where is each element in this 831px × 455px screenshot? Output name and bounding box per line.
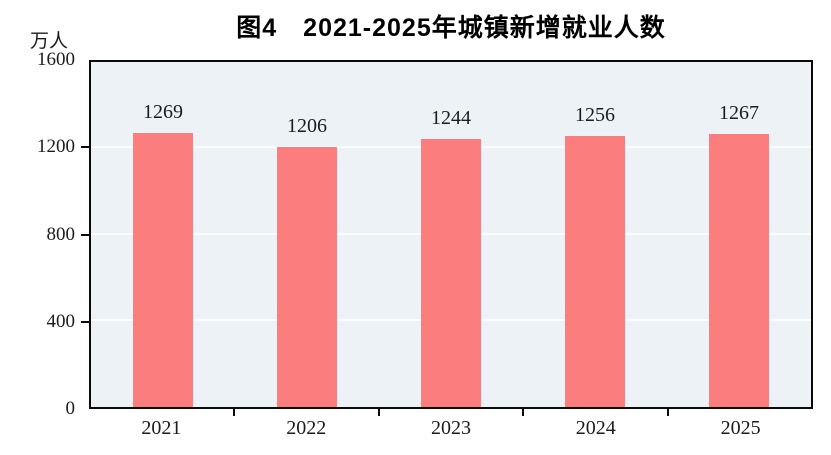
x-axis-tick	[377, 409, 380, 416]
y-axis-tick	[81, 320, 89, 323]
y-axis-tick	[81, 233, 89, 236]
bar	[421, 138, 481, 407]
y-axis-tick-label: 1200	[37, 136, 75, 158]
plot-area: 1269 1206 1244 1256 1267	[89, 60, 813, 409]
x-axis-tick	[522, 409, 525, 416]
bar-value-label: 1269	[143, 101, 183, 124]
y-axis-unit-label: 万人	[30, 31, 69, 52]
x-axis-tick	[232, 409, 235, 416]
x-axis-tick	[667, 409, 670, 416]
bar	[133, 133, 193, 407]
bar-value-label: 1256	[575, 104, 615, 127]
y-axis-tick-label: 0	[65, 398, 76, 419]
plot-region: 1269 1206 1244 1256 1267 0 400 800 1200 1600 2021…	[37, 49, 813, 439]
chart-title: 图4 2021-2025年城镇新增就业人数	[236, 14, 666, 42]
y-axis-tick-label: 1600	[37, 49, 75, 70]
y-axis-tick	[81, 146, 89, 149]
x-axis-tick-label: 2022	[286, 417, 327, 439]
bar-value-label: 1267	[719, 101, 759, 124]
x-axis-tick-label: 2024	[575, 417, 616, 439]
y-axis-tick-label: 800	[46, 223, 76, 245]
x-axis-tick-label: 2025	[720, 417, 761, 439]
bar	[277, 146, 337, 407]
x-axis-tick-label: 2021	[141, 417, 182, 439]
y-axis-tick-label: 400	[46, 310, 76, 332]
bar	[709, 133, 769, 407]
bar-value-label: 1244	[431, 106, 471, 129]
bar-value-label: 1206	[287, 114, 327, 137]
bar	[565, 136, 625, 407]
x-axis-tick-label: 2023	[431, 417, 471, 439]
